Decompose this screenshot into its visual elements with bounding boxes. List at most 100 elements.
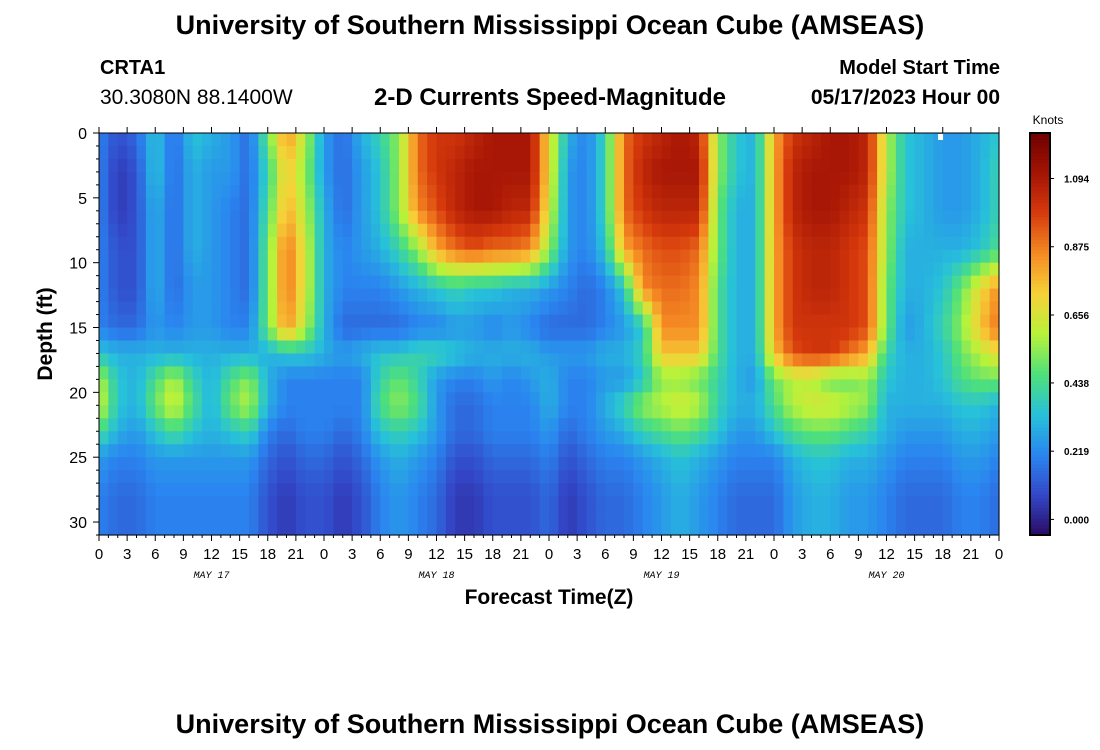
- heatmap-cell: [633, 522, 644, 536]
- heatmap-cell: [127, 288, 138, 303]
- heatmap-cell: [839, 314, 850, 329]
- heatmap-cell: [408, 522, 419, 536]
- heatmap-cell: [858, 509, 869, 523]
- heatmap-cell: [614, 509, 625, 523]
- heatmap-cell: [661, 509, 672, 523]
- heatmap-cell: [849, 262, 859, 277]
- heatmap-cell: [436, 301, 447, 316]
- heatmap-cell: [736, 158, 747, 173]
- heatmap-cell: [277, 236, 288, 251]
- heatmap-cell: [202, 379, 213, 393]
- heatmap-cell: [970, 366, 981, 380]
- heatmap-cell: [942, 470, 953, 484]
- heatmap-cell: [633, 457, 644, 471]
- heatmap-cell: [445, 184, 456, 199]
- heatmap-cell: [145, 444, 156, 458]
- heatmap-cell: [699, 327, 709, 342]
- heatmap-cell: [680, 418, 691, 432]
- heatmap-cell: [633, 145, 644, 160]
- heatmap-cell: [164, 184, 175, 199]
- heatmap-cell: [783, 133, 794, 147]
- heatmap-cell: [914, 340, 925, 355]
- heatmap-cell: [980, 314, 991, 329]
- heatmap-cell: [399, 340, 409, 355]
- heatmap-cell: [249, 275, 259, 290]
- heatmap-cell: [895, 314, 906, 329]
- heatmap-cell: [445, 353, 456, 368]
- heatmap-cell: [830, 340, 841, 355]
- colorbar-segment: [1030, 200, 1050, 204]
- heatmap-cell: [380, 249, 391, 264]
- heatmap-cell: [792, 275, 803, 290]
- heatmap-cell: [520, 366, 531, 380]
- heatmap-cell: [727, 431, 738, 445]
- heatmap-cell: [886, 470, 897, 484]
- heatmap-cell: [549, 405, 559, 419]
- heatmap-cell: [942, 340, 953, 355]
- heatmap-cell: [267, 483, 278, 497]
- heatmap-cell: [445, 340, 456, 355]
- heatmap-cell: [342, 327, 353, 342]
- heatmap-cell: [127, 431, 138, 445]
- heatmap-cell: [942, 457, 953, 471]
- heatmap-cell: [127, 133, 138, 147]
- heatmap-cell: [286, 145, 297, 160]
- heatmap-cell: [830, 197, 841, 212]
- heatmap-cell: [802, 288, 813, 303]
- heatmap-cell: [970, 223, 981, 238]
- x-tick-label: 0: [995, 546, 1003, 563]
- heatmap-cell: [145, 275, 156, 290]
- heatmap-cell: [905, 366, 916, 380]
- heatmap-cell: [970, 275, 981, 290]
- heatmap-cell: [483, 275, 494, 290]
- heatmap-cell: [361, 288, 372, 303]
- heatmap-cell: [192, 509, 203, 523]
- heatmap-cell: [436, 392, 447, 406]
- heatmap-cell: [145, 522, 156, 536]
- heatmap-cell: [333, 197, 344, 212]
- heatmap-cell: [736, 379, 747, 393]
- heatmap-cell: [164, 275, 175, 290]
- heatmap-cell: [286, 158, 297, 173]
- colorbar-segment: [1030, 216, 1050, 221]
- heatmap-cell: [839, 379, 850, 393]
- heatmap-cell: [792, 262, 803, 277]
- heatmap-cell: [577, 158, 588, 173]
- heatmap-cell: [736, 314, 747, 329]
- heatmap-cell: [642, 236, 653, 251]
- heatmap-cell: [314, 133, 325, 147]
- heatmap-cell: [952, 184, 963, 199]
- x-tick-label: 6: [151, 546, 159, 563]
- heatmap-cell: [727, 288, 738, 303]
- heatmap-cell: [905, 457, 916, 471]
- heatmap-cell: [380, 197, 391, 212]
- heatmap-cell: [633, 158, 644, 173]
- heatmap-cell: [914, 133, 925, 147]
- heatmap-cell: [849, 392, 859, 406]
- heatmap-cell: [961, 249, 972, 264]
- heatmap-cell: [145, 184, 156, 199]
- heatmap-cell: [530, 340, 541, 355]
- heatmap-cell: [267, 418, 278, 432]
- heatmap-cell: [530, 275, 541, 290]
- heatmap-cell: [989, 353, 1000, 368]
- heatmap-cell: [117, 314, 128, 329]
- heatmap-cell: [211, 457, 222, 471]
- heatmap-cell: [549, 262, 559, 277]
- heatmap-cell: [267, 340, 278, 355]
- heatmap-cell: [530, 288, 541, 303]
- heatmap-cell: [717, 470, 728, 484]
- heatmap-cell: [652, 236, 663, 251]
- heatmap-cell: [549, 392, 559, 406]
- heatmap-cell: [670, 457, 681, 471]
- heatmap-cell: [811, 340, 822, 355]
- heatmap-cell: [792, 158, 803, 173]
- heatmap-cell: [849, 249, 859, 264]
- heatmap-cell: [577, 496, 588, 510]
- heatmap-cell: [511, 171, 522, 186]
- heatmap-cell: [605, 340, 616, 355]
- heatmap-cell: [830, 145, 841, 160]
- heatmap-cell: [117, 184, 128, 199]
- heatmap-cell: [117, 379, 128, 393]
- heatmap-cell: [652, 275, 663, 290]
